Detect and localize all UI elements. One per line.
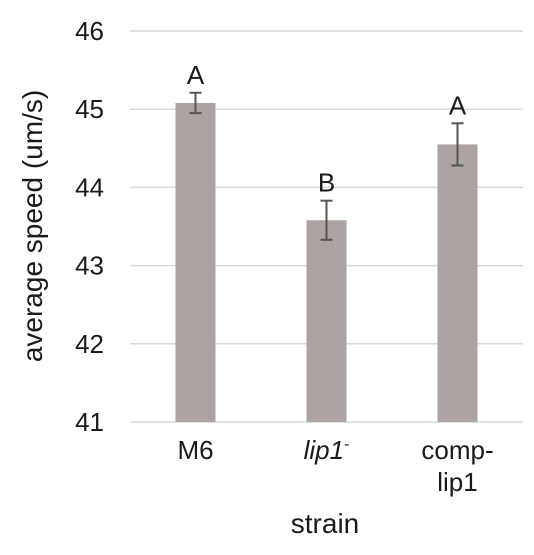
x-tick-label: lip1 [437, 467, 477, 497]
y-tick-label: 45 [75, 94, 104, 124]
x-axis-title: strain [291, 508, 359, 539]
error-bar [320, 199, 333, 241]
y-tick-label: 43 [75, 251, 104, 281]
x-tick-label-text: lip1 [437, 467, 477, 497]
x-tick-label-text: comp- [421, 435, 493, 465]
significance-label: A [449, 90, 467, 120]
significance-label: A [187, 60, 205, 90]
significance-label: B [318, 168, 335, 198]
x-tick-label-text: M6 [177, 435, 213, 465]
error-bar [451, 122, 464, 167]
y-tick-label: 41 [75, 407, 104, 437]
y-tick-label: 44 [75, 172, 104, 202]
bar-3 [437, 144, 478, 422]
x-tick-label: M6 [177, 435, 213, 465]
y-tick-label: 46 [75, 16, 104, 46]
x-tick-label: comp- [421, 435, 493, 465]
x-tick-label-superscript: - [344, 436, 349, 453]
x-tick-label-text: lip1 [304, 435, 344, 465]
bars [175, 102, 478, 422]
error-bar [189, 91, 202, 115]
x-tick-label: lip1- [304, 435, 350, 465]
bar-2 [306, 220, 347, 422]
y-tick-label: 42 [75, 329, 104, 359]
y-axis-title: average speed (um/s) [17, 90, 48, 362]
error-bars [189, 91, 464, 241]
bar-1 [175, 102, 216, 422]
